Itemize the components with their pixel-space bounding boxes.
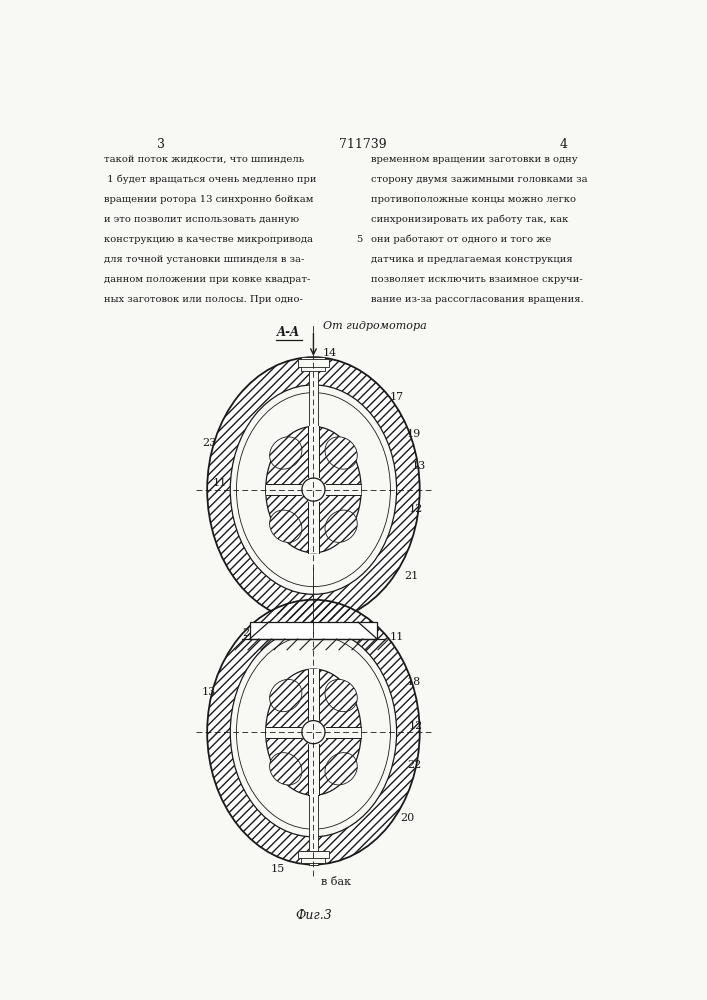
Bar — [309, 744, 318, 865]
Text: и это позволит использовать данную: и это позволит использовать данную — [104, 215, 299, 224]
Bar — [266, 727, 361, 738]
Text: 711739: 711739 — [339, 138, 386, 151]
Text: 17: 17 — [390, 392, 404, 402]
Text: 12: 12 — [409, 504, 423, 514]
Bar — [266, 484, 361, 495]
Text: данном положении при ковке квадрат-: данном положении при ковке квадрат- — [104, 275, 310, 284]
Text: 22: 22 — [407, 760, 421, 770]
Text: вание из-за рассогласования вращения.: вание из-за рассогласования вращения. — [370, 295, 583, 304]
Bar — [308, 669, 319, 795]
Text: Фиг.2: Фиг.2 — [295, 664, 332, 677]
Text: 12: 12 — [409, 721, 423, 731]
Text: конструкцию в качестве микропривода: конструкцию в качестве микропривода — [104, 235, 313, 244]
Ellipse shape — [269, 510, 302, 542]
Bar — [309, 357, 318, 478]
Bar — [298, 359, 329, 367]
Bar — [308, 669, 319, 795]
Bar — [308, 426, 319, 553]
Bar — [250, 622, 378, 639]
Text: для точной установки шпинделя в за-: для точной установки шпинделя в за- — [104, 255, 305, 264]
Bar — [266, 484, 361, 495]
Text: синхронизировать их работу так, как: синхронизировать их работу так, как — [370, 215, 568, 224]
Ellipse shape — [236, 635, 390, 829]
Text: 18: 18 — [407, 677, 421, 687]
Text: позволяет исключить взаимное скручи-: позволяет исключить взаимное скручи- — [370, 275, 583, 284]
Text: временном вращении заготовки в одну: временном вращении заготовки в одну — [370, 155, 577, 164]
Text: 11: 11 — [390, 632, 404, 642]
Ellipse shape — [207, 357, 420, 622]
Text: 11: 11 — [213, 478, 227, 488]
Ellipse shape — [325, 510, 357, 542]
Text: противоположные концы можно легко: противоположные концы можно легко — [370, 195, 575, 204]
Ellipse shape — [230, 385, 397, 594]
Ellipse shape — [269, 679, 302, 712]
Circle shape — [302, 721, 325, 744]
Text: 13: 13 — [202, 687, 216, 697]
Text: ных заготовок или полосы. При одно-: ных заготовок или полосы. При одно- — [104, 295, 303, 304]
Text: 19: 19 — [407, 429, 421, 439]
Ellipse shape — [266, 669, 361, 795]
Text: 13: 13 — [411, 461, 426, 471]
Ellipse shape — [269, 753, 302, 785]
Bar — [308, 426, 319, 553]
Text: A-A: A-A — [277, 326, 300, 339]
Text: 21: 21 — [404, 571, 418, 581]
Text: 4: 4 — [560, 138, 568, 151]
Text: 14: 14 — [322, 348, 337, 358]
Text: вращении ротора 13 синхронно бойкам: вращении ротора 13 синхронно бойкам — [104, 195, 313, 204]
Ellipse shape — [325, 679, 357, 712]
Bar — [301, 851, 325, 863]
Ellipse shape — [325, 437, 357, 469]
Bar — [266, 727, 361, 738]
Ellipse shape — [325, 753, 357, 785]
Text: 15: 15 — [271, 864, 286, 874]
Text: 1 будет вращаться очень медленно при: 1 будет вращаться очень медленно при — [104, 175, 317, 184]
Bar — [301, 357, 325, 371]
Circle shape — [302, 478, 325, 501]
Ellipse shape — [269, 437, 302, 469]
Text: Фиг.3: Фиг.3 — [295, 909, 332, 922]
Bar — [266, 727, 361, 738]
Bar — [266, 484, 361, 495]
Bar — [308, 669, 319, 795]
Bar — [308, 426, 319, 553]
Ellipse shape — [266, 426, 361, 553]
Text: 5: 5 — [356, 235, 362, 244]
Ellipse shape — [230, 627, 397, 837]
Bar — [298, 851, 329, 858]
Ellipse shape — [236, 393, 390, 587]
Text: 23: 23 — [202, 438, 216, 448]
Text: в бак: в бак — [321, 877, 351, 887]
Text: датчика и предлагаемая конструкция: датчика и предлагаемая конструкция — [370, 255, 572, 264]
Text: 23: 23 — [243, 628, 257, 638]
Text: сторону двумя зажимными головками за: сторону двумя зажимными головками за — [370, 175, 587, 184]
Text: Б-Б: Б-Б — [300, 572, 325, 585]
Text: 20: 20 — [401, 813, 415, 823]
Text: От гидромотора: От гидромотора — [322, 321, 426, 331]
Text: 3: 3 — [157, 138, 165, 151]
Ellipse shape — [207, 600, 420, 865]
Text: они работают от одного и того же: они работают от одного и того же — [370, 235, 551, 244]
Text: такой поток жидкости, что шпиндель: такой поток жидкости, что шпиндель — [104, 155, 304, 164]
